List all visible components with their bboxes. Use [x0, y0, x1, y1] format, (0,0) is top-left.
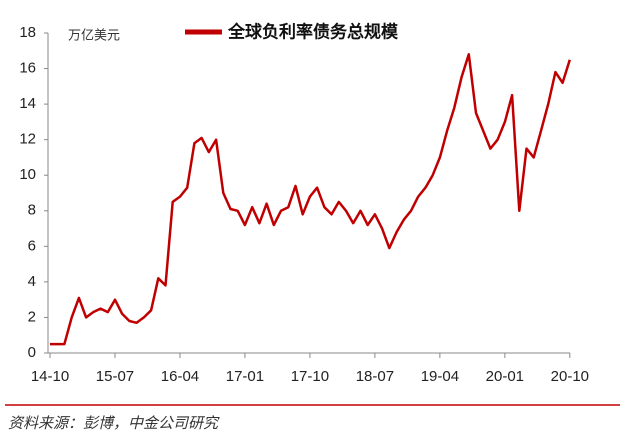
x-tick-label: 17-01: [226, 368, 264, 385]
y-tick-label: 16: [19, 60, 36, 77]
y-tick-label: 0: [28, 344, 36, 361]
x-tick-label: 14-10: [31, 368, 69, 385]
x-tick-label: 20-01: [486, 368, 524, 385]
y-tick-label: 14: [19, 95, 36, 112]
y-tick-label: 10: [19, 166, 36, 183]
y-tick-label: 18: [19, 24, 36, 41]
source-note: 资料来源：彭博，中金公司研究: [8, 415, 220, 432]
x-tick-label: 17-10: [291, 368, 329, 385]
data-line: [50, 53, 571, 346]
y-tick-label: 8: [28, 202, 36, 219]
y-tick-label: 4: [28, 273, 36, 290]
x-tick-label: 16-04: [161, 368, 199, 385]
x-tick-label: 19-04: [421, 368, 459, 385]
x-tick-label: 15-07: [96, 368, 134, 385]
y-tick-label: 2: [28, 308, 36, 325]
x-tick-label: 18-07: [356, 368, 394, 385]
legend-label: 全球负利率债务总规模: [227, 21, 399, 41]
y-tick-label: 12: [19, 131, 36, 148]
y-tick-label: 6: [28, 237, 36, 254]
y-axis-unit: 万亿美元: [68, 27, 120, 42]
x-tick-label: 20-10: [551, 368, 589, 385]
